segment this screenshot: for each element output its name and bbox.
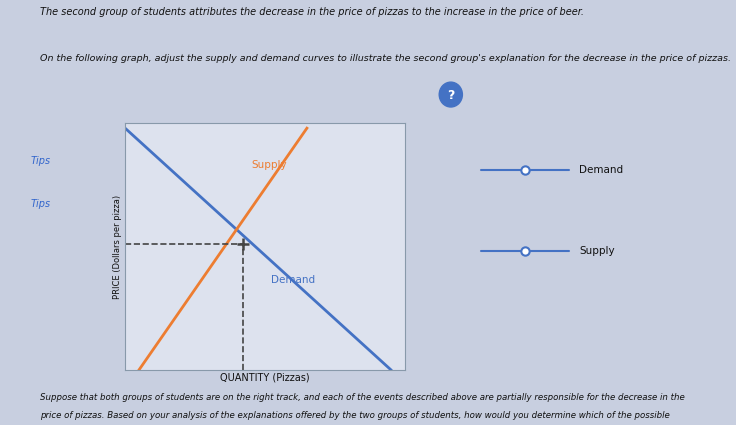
X-axis label: QUANTITY (Pizzas): QUANTITY (Pizzas) [220, 373, 310, 383]
Text: price of pizzas. Based on your analysis of the explanations offered by the two g: price of pizzas. Based on your analysis … [40, 411, 670, 420]
Text: Demand: Demand [579, 165, 623, 175]
Text: The second group of students attributes the decrease in the price of pizzas to t: The second group of students attributes … [40, 8, 584, 17]
Circle shape [439, 82, 462, 107]
Y-axis label: PRICE (Dollars per pizza): PRICE (Dollars per pizza) [113, 195, 122, 298]
Text: Tips: Tips [30, 156, 51, 167]
Text: On the following graph, adjust the supply and demand curves to illustrate the se: On the following graph, adjust the suppl… [40, 54, 731, 63]
Text: Suppose that both groups of students are on the right track, and each of the eve: Suppose that both groups of students are… [40, 393, 685, 402]
Text: Supply: Supply [579, 246, 615, 256]
Text: Demand: Demand [271, 275, 315, 286]
Text: ?: ? [447, 89, 455, 102]
Text: Tips: Tips [30, 199, 51, 209]
Text: Supply: Supply [251, 160, 286, 170]
